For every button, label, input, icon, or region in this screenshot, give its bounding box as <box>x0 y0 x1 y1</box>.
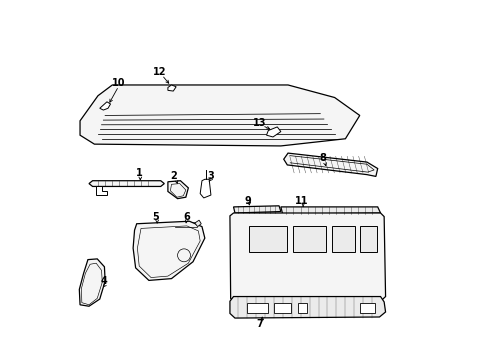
Text: 4: 4 <box>101 276 108 286</box>
Text: 1: 1 <box>136 168 143 178</box>
Polygon shape <box>89 181 164 186</box>
Polygon shape <box>234 206 281 213</box>
Text: 6: 6 <box>184 212 190 221</box>
Text: 5: 5 <box>153 212 159 221</box>
Polygon shape <box>174 223 197 234</box>
Bar <box>298 303 307 314</box>
Polygon shape <box>133 221 205 280</box>
Bar <box>294 226 326 252</box>
Text: 7: 7 <box>257 319 264 329</box>
Polygon shape <box>80 85 360 146</box>
Polygon shape <box>230 297 386 318</box>
Polygon shape <box>79 259 105 306</box>
Polygon shape <box>284 153 378 176</box>
Text: 3: 3 <box>208 171 214 181</box>
Bar <box>332 226 355 252</box>
Polygon shape <box>281 207 381 214</box>
Polygon shape <box>96 186 107 195</box>
Polygon shape <box>168 85 176 91</box>
Bar <box>274 303 291 314</box>
Bar <box>360 226 377 252</box>
Polygon shape <box>168 181 188 199</box>
Text: 12: 12 <box>153 67 167 77</box>
Text: 10: 10 <box>112 78 125 88</box>
Polygon shape <box>230 213 386 303</box>
Polygon shape <box>200 179 211 198</box>
Bar <box>247 303 268 314</box>
Text: 9: 9 <box>245 196 251 206</box>
Polygon shape <box>267 127 281 137</box>
Text: 8: 8 <box>320 153 327 163</box>
Text: 2: 2 <box>171 171 177 181</box>
Bar <box>248 226 287 252</box>
Text: 13: 13 <box>253 118 267 128</box>
Polygon shape <box>195 220 201 226</box>
Bar <box>360 303 375 314</box>
Polygon shape <box>100 102 111 110</box>
Text: 11: 11 <box>295 196 308 206</box>
